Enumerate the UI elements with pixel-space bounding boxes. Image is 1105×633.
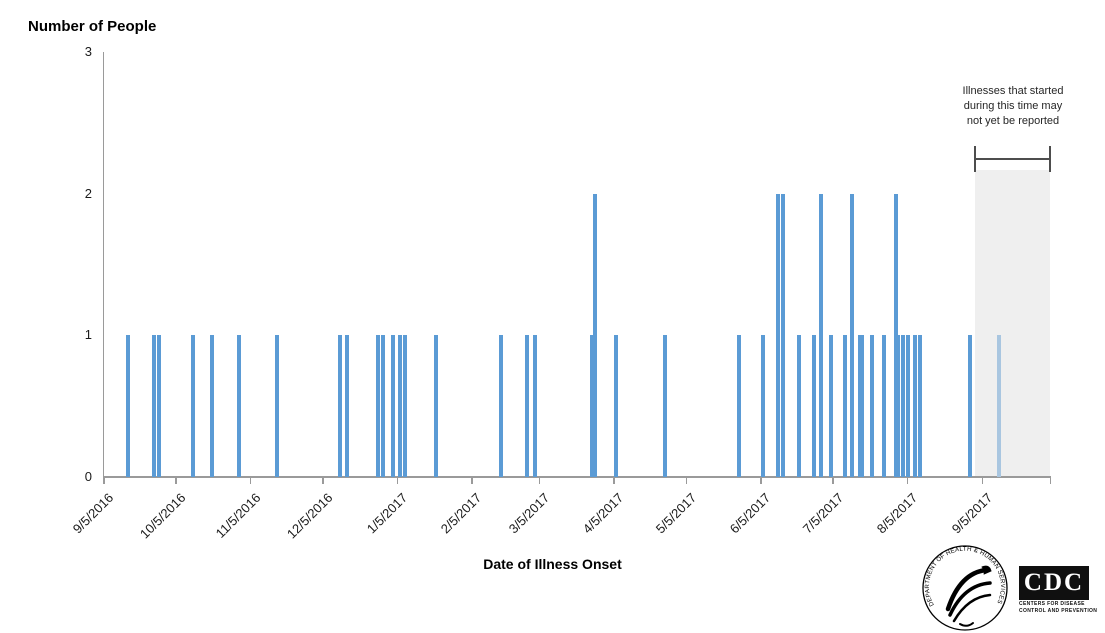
case-bar: [390, 335, 395, 477]
y-axis-line: [102, 52, 104, 477]
case-bar: [912, 335, 917, 477]
x-tick-mark: [471, 477, 473, 484]
case-bar: [997, 335, 1002, 477]
x-tick-mark: [981, 477, 984, 484]
case-bar: [857, 335, 862, 477]
annotation-line-2: during this time may: [963, 100, 1063, 112]
x-tick-mark: [249, 477, 252, 484]
case-bar: [157, 335, 162, 477]
case-bar: [498, 335, 503, 477]
case-bar: [337, 335, 342, 477]
bracket-left-cap: [974, 146, 977, 172]
case-bar: [344, 335, 349, 477]
case-bar: [236, 335, 241, 477]
x-tick-label-text: 10/5/2016: [137, 490, 189, 542]
x-tick-mark: [175, 477, 177, 484]
y-tick-label: 1: [84, 327, 92, 343]
x-tick-mark: [103, 477, 105, 484]
x-tick-label-text: 5/5/2017: [652, 490, 699, 537]
case-bar: [893, 193, 898, 477]
bracket-right-cap: [1048, 146, 1051, 172]
reporting-lag-annotation: Illnesses that started during this time …: [933, 84, 1093, 129]
case-bar: [381, 335, 385, 477]
case-bar: [780, 193, 785, 477]
case-bar: [968, 335, 973, 477]
case-bar: [125, 335, 130, 477]
x-tick-mark: [760, 477, 762, 484]
case-bar: [869, 335, 874, 477]
x-tick-mark: [322, 477, 324, 484]
y-tick-label: 2: [84, 185, 92, 201]
x-tick-mark: [906, 477, 909, 484]
x-tick-mark: [538, 477, 541, 484]
case-bar: [819, 193, 824, 477]
x-axis-line: [102, 476, 1051, 478]
case-bar: [190, 335, 195, 477]
cdc-name-line-1: CENTERS FOR DISEASE: [1019, 601, 1085, 607]
case-bar: [275, 335, 280, 477]
x-tick-label-text: 6/5/2017: [727, 490, 774, 537]
case-bar: [905, 335, 910, 477]
case-bar: [397, 335, 402, 477]
case-bar: [662, 335, 667, 477]
annotation-line-3: not yet be reported: [966, 115, 1060, 127]
x-tick-mark: [613, 477, 615, 484]
x-tick-mark: [832, 477, 834, 484]
case-bar: [850, 193, 855, 477]
case-bar: [860, 335, 864, 477]
x-tick-label-text: 1/5/2017: [363, 490, 411, 537]
x-tick-label-text: 4/5/2017: [580, 490, 627, 537]
case-bar: [152, 335, 157, 477]
case-bar: [590, 335, 595, 477]
eagle-icon: [945, 565, 992, 627]
footer-logos: DEPARTMENT OF HEALTH & HUMAN SERVICES • …: [920, 543, 1100, 631]
case-bar: [433, 335, 438, 477]
x-axis-title: Date of Illness Onset: [483, 556, 622, 572]
x-tick-label-text: 3/5/2017: [505, 490, 553, 537]
x-tick-label-text: 2/5/2017: [438, 490, 485, 537]
annotation-line-1: Illnesses that started: [962, 85, 1064, 97]
x-tick-label-text: 7/5/2017: [799, 490, 846, 537]
case-bar: [210, 335, 215, 477]
y-axis-title: Number of People: [28, 18, 157, 35]
case-bar: [614, 335, 619, 477]
case-bar: [843, 335, 848, 477]
y-tick-label: 3: [84, 44, 92, 59]
case-bar: [525, 335, 530, 477]
case-bar: [917, 335, 922, 477]
x-tick-label-text: 9/5/2016: [70, 490, 117, 537]
case-bar: [737, 335, 742, 477]
cdc-name-line-2: CONTROL AND PREVENTION: [1019, 608, 1098, 614]
case-bar: [402, 335, 407, 477]
bracket-line: [974, 158, 1051, 160]
case-bar: [896, 335, 901, 477]
case-bar: [592, 193, 597, 477]
case-bar: [881, 335, 886, 477]
cdc-logo-box: CDC: [1019, 566, 1089, 600]
x-tick-label-text: 11/5/2016: [212, 490, 264, 541]
case-bar: [828, 335, 833, 477]
case-bar: [811, 335, 816, 477]
x-tick-mark: [685, 477, 688, 484]
x-tick-mark: [396, 477, 399, 484]
case-bar: [775, 193, 780, 477]
x-tick-label-text: 9/5/2017: [948, 490, 995, 537]
case-bar: [761, 335, 766, 477]
case-bar: [797, 335, 802, 477]
cdc-acronym: CDC: [1023, 569, 1085, 596]
case-bar: [900, 335, 905, 477]
case-bar: [376, 335, 381, 477]
x-tick-label-text: 12/5/2016: [283, 490, 336, 542]
hhs-seal-logo: DEPARTMENT OF HEALTH & HUMAN SERVICES • …: [920, 543, 1008, 631]
not-yet-reported-region: [975, 170, 1050, 477]
cdc-logo: CDC CENTERS FOR DISEASE CONTROL AND PREV…: [1019, 566, 1098, 614]
x-axis-end-tick: [1049, 477, 1051, 484]
y-tick-label: 0: [84, 469, 92, 484]
x-tick-label-text: 8/5/2017: [873, 490, 921, 537]
case-bar: [532, 335, 537, 477]
